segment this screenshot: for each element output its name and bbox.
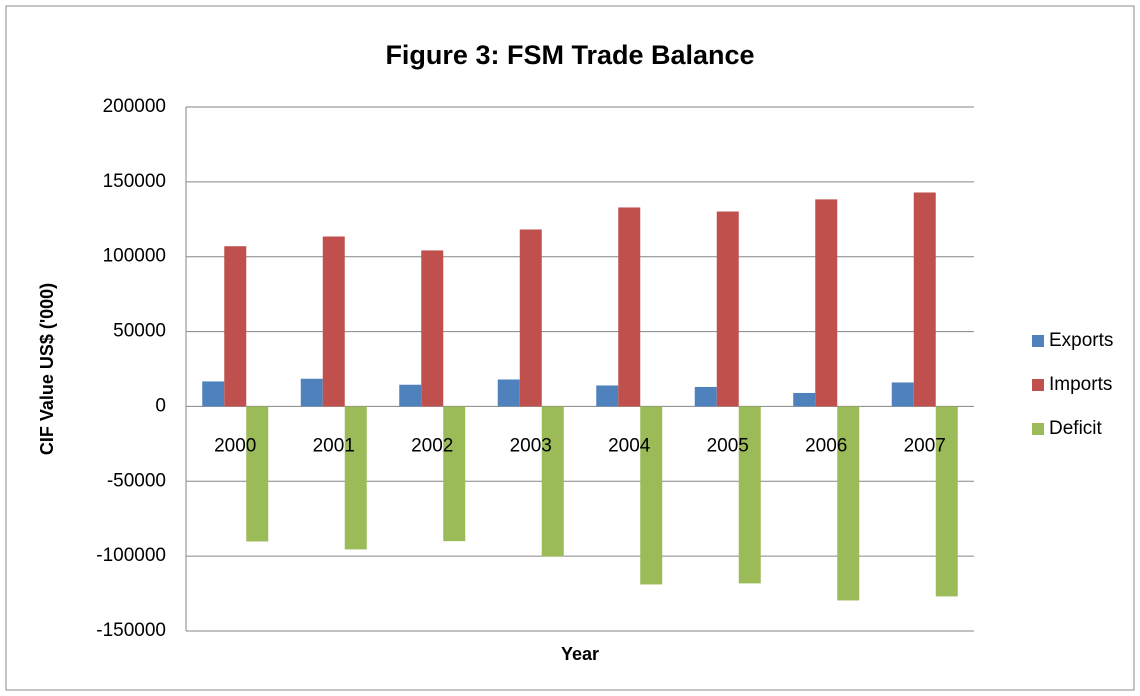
y-tick-label: 150000 [103, 171, 166, 192]
y-tick-label: 50000 [113, 321, 166, 342]
x-tick-label: 2002 [411, 435, 453, 456]
y-tick-label: -50000 [107, 470, 166, 491]
bar [399, 384, 422, 407]
bar [322, 236, 345, 407]
legend-label: Exports [1049, 330, 1113, 351]
bar [891, 382, 914, 407]
y-tick-label: -100000 [96, 545, 166, 566]
legend-swatch [1032, 379, 1044, 391]
y-tick-label: 0 [155, 395, 166, 416]
x-axis-title: Year [561, 644, 599, 664]
bar [443, 406, 466, 542]
legend-label: Imports [1049, 374, 1112, 395]
bar [344, 406, 367, 550]
x-tick-label: 2004 [608, 435, 651, 456]
bar [815, 199, 838, 407]
x-tick-label: 2000 [214, 435, 256, 456]
bar [519, 229, 542, 407]
bar [497, 379, 520, 407]
bar [421, 250, 444, 407]
x-tick-label: 2003 [510, 435, 552, 456]
bar [202, 381, 225, 407]
bar [596, 385, 619, 407]
y-tick-label: 200000 [103, 96, 166, 117]
bar [300, 378, 323, 407]
chart-border [5, 5, 1135, 691]
bar [738, 406, 761, 584]
bar [224, 246, 247, 407]
legend-label: Deficit [1049, 418, 1103, 439]
x-tick-label: 2005 [707, 435, 749, 456]
bar [793, 392, 816, 407]
bar [541, 406, 564, 557]
y-tick-label: 100000 [103, 246, 166, 267]
bar [716, 211, 739, 407]
bar [694, 386, 717, 407]
bar [246, 406, 269, 542]
bar [618, 207, 641, 407]
x-tick-label: 2006 [805, 435, 847, 456]
y-axis-title: CIF Value US$ ('000) [37, 283, 57, 455]
x-tick-label: 2007 [904, 435, 946, 456]
y-tick-label: -150000 [96, 620, 166, 641]
chart-title: Figure 3: FSM Trade Balance [385, 40, 754, 70]
bar [640, 406, 663, 585]
bar [935, 406, 958, 597]
bar [913, 192, 936, 407]
legend-swatch [1032, 335, 1044, 347]
bar [837, 406, 860, 601]
legend-swatch [1032, 423, 1044, 435]
x-tick-label: 2001 [313, 435, 355, 456]
